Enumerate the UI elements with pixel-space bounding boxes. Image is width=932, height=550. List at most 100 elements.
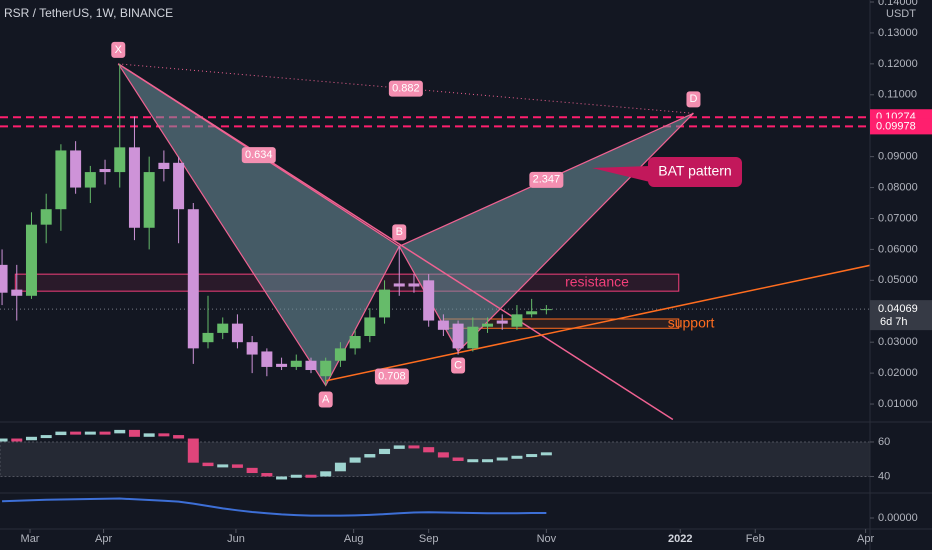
oscillator-mark: [540, 452, 552, 456]
oscillator-mark: [128, 429, 140, 437]
candle-body: [276, 363, 288, 367]
oscillator-mark: [99, 431, 111, 435]
oscillator-mark: [202, 462, 214, 467]
oscillator-mark: [114, 429, 126, 434]
y-tick-label: 60: [878, 436, 890, 448]
y-tick-label: 0.01000: [878, 398, 918, 410]
candle-body: [40, 209, 52, 225]
y-tick-label: 0.12000: [878, 58, 918, 70]
oscillator-mark: [231, 464, 243, 468]
x-tick-label: Apr: [95, 533, 112, 545]
candle-body: [158, 162, 170, 169]
level-tag: [870, 118, 932, 135]
oscillator-band: [0, 441, 871, 477]
x-tick-label: Aug: [344, 533, 364, 545]
candle-body: [320, 360, 332, 377]
candle-body: [187, 209, 199, 349]
candle-body: [70, 150, 82, 188]
candle-body: [0, 264, 8, 293]
candle-body: [261, 351, 273, 367]
x-tick-label: Feb: [746, 533, 765, 545]
candle-body: [246, 342, 258, 355]
callout-pointer: [592, 166, 650, 182]
oscillator-mark: [40, 435, 52, 439]
ratio-box: [241, 147, 276, 164]
candle-body: [114, 147, 126, 173]
pattern-point-box: [451, 357, 466, 374]
candle-body: [423, 280, 435, 321]
y-tick-label: 0.11000: [878, 89, 917, 101]
main-pane: resistance support X A B C D 0.882 0.634 0.708 2.3…: [0, 41, 870, 421]
y-tick-label: 0.03000: [878, 336, 918, 348]
oscillator-mark: [158, 433, 170, 437]
candle-body: [408, 283, 420, 287]
oscillator-mark: [276, 476, 288, 480]
candle-body: [452, 323, 464, 349]
ratio-box: [388, 80, 423, 97]
pattern-point-box: [392, 224, 407, 241]
oscillator-mark: [393, 445, 405, 449]
pattern-point-box: [111, 41, 126, 58]
ratio-label: 0.708: [378, 370, 406, 382]
y-tick-label: 0.13000: [878, 27, 918, 39]
candle-body: [128, 147, 140, 228]
oscillator-mark: [143, 433, 155, 437]
oscillator-mark: [437, 452, 449, 458]
oscillator-mark: [11, 438, 23, 442]
pattern-point-label: C: [454, 359, 462, 371]
candle-body: [334, 348, 346, 361]
x-tick-label: Mar: [21, 533, 40, 545]
oscillator-mark: [526, 454, 538, 458]
candle-body: [467, 326, 479, 349]
oscillator-mark: [84, 431, 96, 435]
pattern-point-label: B: [396, 226, 403, 238]
candle-body: [217, 323, 229, 333]
oscillator-mark: [467, 459, 479, 463]
x-tick-label: Apr: [857, 533, 874, 545]
oscillator-mark: [25, 436, 37, 441]
oscillator-mark: [173, 435, 185, 439]
ratio-label: 0.882: [392, 82, 420, 94]
candle-body: [290, 360, 302, 367]
candle-body: [511, 314, 523, 327]
candle-body: [202, 332, 214, 343]
indicator-panes: [0, 429, 871, 517]
ratio-box: [374, 368, 409, 385]
x-tick-label: Sep: [419, 533, 439, 545]
last-price-tag: [870, 300, 932, 331]
oscillator-mark: [408, 445, 420, 449]
oscillator-mark: [364, 454, 376, 458]
candle-body: [143, 172, 155, 228]
candle-body: [55, 150, 67, 210]
indicator-line: [2, 497, 547, 517]
y-tick-label: 0.02000: [878, 367, 918, 379]
x-tick-label: Nov: [537, 533, 557, 545]
y-tick-label: 0.07000: [878, 212, 918, 224]
oscillator-mark: [0, 438, 8, 442]
pattern-point-box: [318, 391, 333, 408]
pattern-point-label: D: [689, 93, 697, 105]
candle-body: [25, 224, 37, 296]
oscillator-mark: [70, 431, 82, 435]
y-tick-label: 0.09000: [878, 151, 918, 163]
candle-body: [173, 162, 185, 210]
oscillator-mark: [379, 448, 391, 455]
trendline: [325, 264, 870, 382]
candle-body: [305, 360, 317, 371]
oscillator-mark: [496, 457, 508, 461]
level-tag-label: 0.09978: [876, 120, 916, 132]
ratio-box: [529, 171, 564, 188]
oscillator-mark: [349, 457, 361, 463]
symbol-title: RSR / TetherUS, 1W, BINANCE: [4, 6, 173, 20]
candle-body: [526, 311, 538, 315]
ratio-label: 2.347: [533, 174, 561, 186]
candle-body: [349, 336, 361, 349]
candle-body: [364, 317, 376, 336]
oscillator-mark: [246, 467, 258, 474]
trendline: [117, 63, 674, 421]
x-tick-label: Jun: [227, 533, 245, 545]
x-tick-label: 2022: [668, 533, 692, 545]
oscillator-mark: [55, 431, 67, 436]
candle-body: [540, 309, 552, 311]
ratio-label: 0.634: [245, 149, 273, 161]
